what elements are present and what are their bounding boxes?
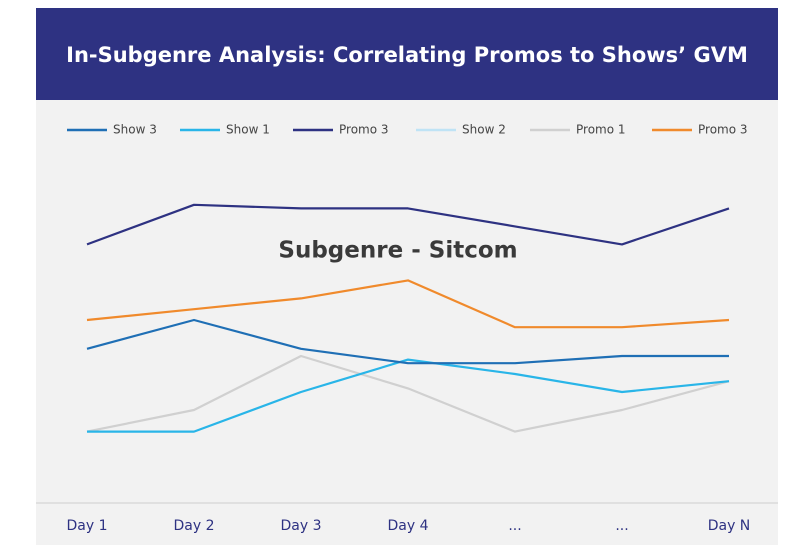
legend-label: Promo 3	[698, 123, 748, 137]
series-line	[86, 354, 730, 433]
x-tick-label: ...	[508, 518, 521, 534]
series-line	[87, 358, 730, 433]
header	[36, 8, 778, 100]
series-line	[86, 203, 730, 246]
legend-label: Promo 1	[576, 123, 626, 137]
plot-background	[36, 100, 778, 545]
chart-subtitle: Subgenre - Sitcom	[278, 238, 517, 264]
legend-label: Promo 3	[339, 123, 389, 137]
x-tick-label: Day 1	[66, 518, 107, 534]
x-tick-label: ...	[615, 518, 628, 534]
x-tick-label: Day 2	[173, 518, 214, 534]
legend-label: Show 2	[462, 123, 506, 137]
legend-label: Show 3	[113, 123, 157, 137]
x-tick-label: Day 4	[387, 518, 428, 534]
series-line	[86, 318, 729, 365]
x-tick-label: Day N	[708, 518, 751, 534]
chart-title: In-Subgenre Analysis: Correlating Promos…	[66, 43, 748, 67]
x-tick-label: Day 3	[280, 518, 321, 534]
legend-label: Show 1	[226, 123, 270, 137]
series-line	[86, 279, 730, 329]
